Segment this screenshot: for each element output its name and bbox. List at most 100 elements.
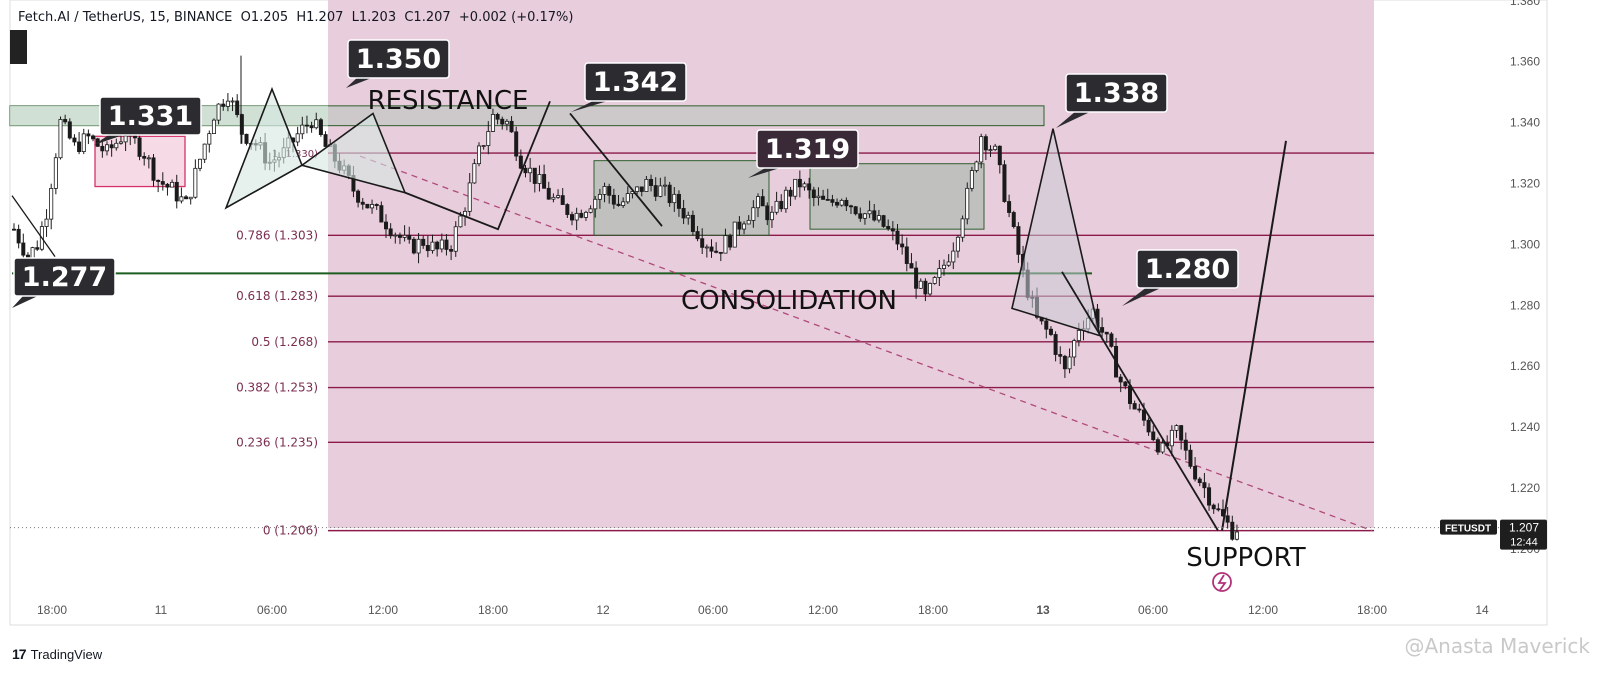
- candle-body: [160, 181, 165, 185]
- candle-body: [77, 141, 82, 152]
- candle-body: [900, 243, 905, 248]
- candle-body: [690, 214, 695, 232]
- candle-body: [937, 268, 942, 278]
- symbol-header: Fetch.AI / TetherUS, 15, BINANCE O1.205 …: [18, 10, 573, 25]
- candle-body: [379, 205, 384, 223]
- candle-body: [1141, 409, 1146, 421]
- x-tick-9: 13: [1036, 603, 1050, 617]
- candle-body: [876, 215, 881, 221]
- y-tick-2: 1.340: [1510, 116, 1540, 130]
- candle-body: [81, 133, 86, 152]
- x-tick-12: 18:00: [1357, 603, 1387, 617]
- candle-body: [1053, 334, 1058, 355]
- candle-body: [230, 100, 235, 103]
- x-tick-11: 12:00: [1248, 603, 1278, 617]
- candle-body: [309, 125, 314, 129]
- candle-body: [1216, 508, 1221, 511]
- candle-body: [509, 120, 514, 133]
- candle-body: [821, 195, 826, 200]
- candle-body: [928, 283, 933, 295]
- candle-body: [667, 184, 672, 204]
- candle-body: [853, 206, 858, 215]
- candle-body: [156, 179, 161, 182]
- candle-body: [802, 183, 807, 188]
- candle-body: [1193, 465, 1198, 480]
- candle-body: [425, 245, 430, 252]
- candle-body: [1123, 381, 1128, 387]
- candle-body: [1016, 226, 1021, 255]
- candle-body: [1002, 164, 1007, 202]
- symbol-tag-text: FETUSDT: [1445, 524, 1491, 535]
- candle-body: [858, 213, 863, 219]
- candle-body: [435, 241, 440, 250]
- candle-body: [588, 208, 593, 213]
- candle-body: [235, 100, 240, 115]
- candle-body: [942, 264, 947, 269]
- fib-label-2: 0.618 (1.283): [236, 289, 318, 303]
- candle-body: [314, 119, 319, 129]
- candle-body: [993, 145, 998, 150]
- fib-label-1: 0.786 (1.303): [236, 228, 318, 242]
- candle-body: [988, 149, 993, 151]
- candle-body: [318, 119, 323, 135]
- candle-body: [356, 190, 361, 203]
- candle-body: [979, 136, 984, 163]
- candle-body: [579, 212, 584, 218]
- candle-body: [672, 193, 677, 204]
- candle-body: [890, 228, 895, 232]
- candle-body: [244, 133, 249, 144]
- callout-box-4: [1065, 73, 1168, 113]
- candle-body: [411, 238, 416, 254]
- candle-body: [402, 234, 407, 238]
- y-tick-7: 1.240: [1510, 420, 1540, 434]
- candle-body: [1132, 403, 1137, 410]
- candle-body: [476, 145, 481, 165]
- candle-body: [1160, 442, 1165, 453]
- candle-body: [774, 200, 779, 213]
- candle-body: [1109, 333, 1114, 347]
- candle-body: [663, 184, 668, 187]
- callout-box-2: [584, 62, 687, 102]
- candle-body: [639, 186, 644, 192]
- candle-body: [955, 236, 960, 252]
- candle-body: [1007, 201, 1012, 213]
- candle-body: [1137, 408, 1142, 411]
- candle-body: [783, 189, 788, 210]
- candle-body: [142, 156, 147, 159]
- candle-body: [11, 228, 16, 231]
- candle-body: [1076, 330, 1081, 342]
- candle-body: [1067, 356, 1072, 370]
- consolidation-box-2: [809, 163, 985, 230]
- candle-body: [146, 157, 151, 160]
- candle-body: [500, 118, 505, 125]
- bar-countdown: 12:44: [1510, 537, 1538, 549]
- candle-body: [551, 196, 556, 200]
- candle-body: [193, 167, 198, 198]
- candle-body: [1146, 419, 1151, 433]
- candle-body: [825, 198, 830, 201]
- callout-text-0: 1.350: [356, 44, 441, 75]
- candle-body: [58, 119, 63, 159]
- candle-body: [53, 157, 58, 189]
- tradingview-logo-icon: 17: [12, 646, 27, 662]
- candle-body: [388, 228, 393, 237]
- callout-box-5: [1136, 249, 1239, 289]
- down-channel-line: [1061, 271, 1219, 532]
- candle-body: [532, 167, 537, 184]
- candle-body: [365, 203, 370, 209]
- candle-body: [123, 135, 128, 143]
- callout-box-3: [756, 129, 859, 169]
- candle-body: [1202, 482, 1207, 489]
- x-tick-1: 11: [155, 603, 168, 617]
- callout-box-6: [13, 257, 116, 297]
- lightning-icon: [1217, 574, 1227, 591]
- candle-body: [67, 121, 72, 139]
- callout-pointer-5: [1122, 287, 1163, 306]
- candle-body: [904, 246, 909, 264]
- x-tick-2: 06:00: [257, 603, 287, 617]
- candle-body: [807, 183, 812, 191]
- callout-pointer-2: [571, 100, 611, 112]
- candle-body: [700, 238, 705, 248]
- y-tick-4: 1.300: [1510, 237, 1540, 251]
